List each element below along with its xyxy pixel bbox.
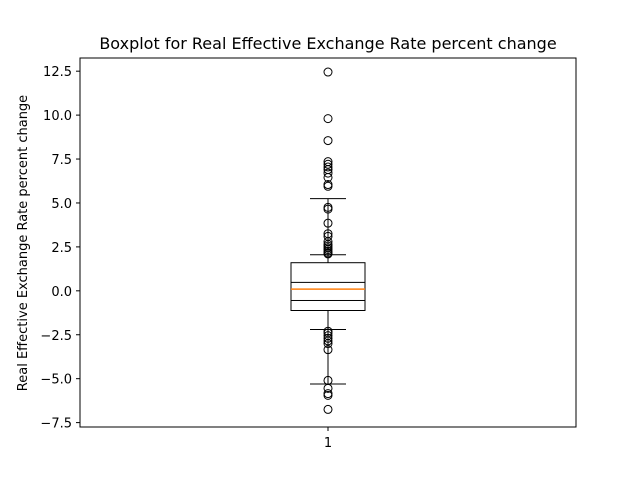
y-tick-label: 5.0 [51,197,72,212]
y-tick-label: −5.0 [40,373,72,388]
y-tick-label: 7.5 [51,153,72,168]
flier-point [323,162,333,172]
x-axis: 1 [324,427,332,451]
flier-point [323,383,333,393]
box-iqr [290,262,366,312]
y-axis-label: Real Effective Exchange Rate percent cha… [16,95,31,391]
flier-point [323,181,333,191]
plot-area [79,57,577,428]
flier-point [323,390,333,400]
flier-point [323,172,333,182]
flier-point [323,136,333,146]
y-tick-label: 2.5 [51,241,72,256]
chart-title: Boxplot for Real Effective Exchange Rate… [99,34,556,53]
flier-point [323,339,333,349]
flier-point [323,204,333,214]
x-tick-label: 1 [324,436,332,451]
flier-point [323,389,333,399]
flier-point [323,345,333,355]
y-tick-label: 10.0 [43,109,72,124]
y-axis: −7.5 −5.0 −2.5 0.0 2.5 5.0 7.5 10.0 12.5 [40,65,80,432]
flier-point [323,114,333,124]
box-notch [290,281,366,301]
flier-point [323,333,333,343]
y-tick-label: 12.5 [43,65,72,80]
flier-point [323,159,333,169]
y-tick-label: −2.5 [40,329,72,344]
flier-point [323,336,333,346]
flier-point [323,67,333,77]
flier-point [323,168,333,178]
y-tick-label: −7.5 [40,417,72,432]
flier-point [323,404,333,414]
flier-point [323,249,333,259]
flier-point [323,218,333,228]
y-tick-label: 0.0 [51,285,72,300]
